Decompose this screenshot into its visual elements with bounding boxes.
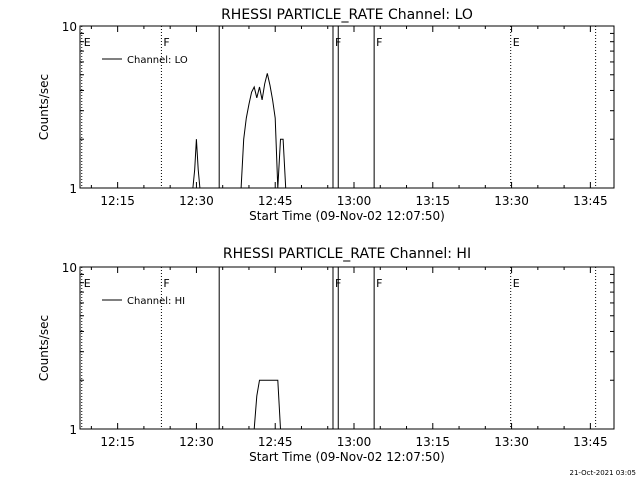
footer-timestamp: 21-Oct-2021 03:05	[570, 469, 636, 477]
x-tick-label: 13:15	[415, 194, 450, 208]
data-series-line	[253, 379, 281, 430]
hi-channel-panel: RHESSI PARTICLE_RATE Channel: HI 12:15 12:…	[37, 246, 615, 464]
y-tick-label: 1	[69, 423, 77, 437]
x-tick-label: 12:30	[179, 435, 214, 449]
y-axis-label: Counts/sec	[37, 74, 51, 140]
y-tick-label: 10	[62, 261, 77, 275]
x-tick-label: 12:45	[258, 194, 293, 208]
data-series-line	[240, 73, 289, 189]
event-marker-label: E	[513, 36, 520, 49]
x-tick-label: 13:15	[415, 435, 450, 449]
plot-frame	[79, 266, 615, 430]
event-marker-label: F	[163, 277, 169, 290]
event-marker-label: E	[84, 36, 91, 49]
y-axis-label: Counts/sec	[37, 315, 51, 381]
x-tick-label: 12:30	[179, 194, 214, 208]
x-tick-label: 12:15	[100, 435, 135, 449]
x-tick-label: 13:30	[494, 435, 529, 449]
event-marker-label: E	[84, 277, 91, 290]
lo-channel-panel: RHESSI PARTICLE_RATE Channel: LO 12:15 12:…	[37, 7, 615, 223]
event-marker-label: F	[376, 36, 382, 49]
x-tick-label: 12:45	[258, 435, 293, 449]
event-marker-label: F	[376, 277, 382, 290]
legend-label: Channel: HI	[127, 296, 185, 307]
x-axis-label: Start Time (09-Nov-02 12:07:50)	[249, 450, 445, 464]
event-marker-label: E	[513, 277, 520, 290]
plot-frame	[79, 25, 615, 189]
x-tick-label: 13:00	[337, 435, 372, 449]
legend-label: Channel: LO	[127, 55, 188, 66]
x-tick-label: 13:45	[573, 194, 608, 208]
x-tick-label: 12:15	[100, 194, 135, 208]
x-axis-label: Start Time (09-Nov-02 12:07:50)	[249, 209, 445, 223]
y-tick-label: 10	[62, 20, 77, 34]
event-marker-label: F	[163, 36, 169, 49]
x-tick-label: 13:45	[573, 435, 608, 449]
y-tick-label: 1	[69, 182, 77, 196]
data-series-line	[192, 139, 201, 189]
chart-title: RHESSI PARTICLE_RATE Channel: LO	[221, 7, 473, 23]
chart-title: RHESSI PARTICLE_RATE Channel: HI	[223, 246, 471, 262]
x-tick-label: 13:30	[494, 194, 529, 208]
x-tick-label: 13:00	[337, 194, 372, 208]
